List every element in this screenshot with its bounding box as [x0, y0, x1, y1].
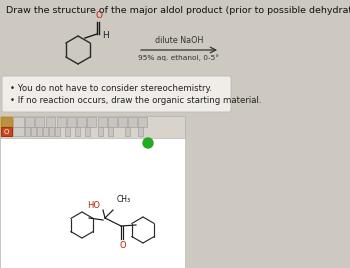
Bar — [77, 117, 86, 127]
Text: CH₃: CH₃ — [117, 195, 131, 204]
Bar — [125, 127, 130, 136]
Bar — [1, 117, 12, 127]
Bar — [75, 127, 80, 136]
Bar — [128, 117, 137, 127]
Bar — [98, 117, 107, 127]
Bar — [87, 117, 96, 127]
Text: HO: HO — [87, 200, 100, 210]
Bar — [67, 117, 76, 127]
Bar — [13, 117, 24, 127]
Bar — [98, 127, 103, 136]
Text: dilute NaOH: dilute NaOH — [155, 36, 203, 45]
Bar — [43, 127, 48, 136]
Bar — [25, 127, 30, 136]
Bar — [108, 127, 113, 136]
Circle shape — [143, 138, 153, 148]
Bar — [1, 127, 12, 136]
Bar — [35, 117, 44, 127]
Bar — [138, 117, 147, 127]
Bar — [108, 117, 117, 127]
Bar — [55, 127, 60, 136]
Bar — [0, 138, 185, 268]
Text: O: O — [96, 11, 103, 20]
Text: • If no reaction occurs, draw the organic starting material.: • If no reaction occurs, draw the organi… — [10, 96, 261, 105]
Bar — [46, 117, 55, 127]
Bar — [49, 127, 54, 136]
Text: • You do not have to consider stereochemistry.: • You do not have to consider stereochem… — [10, 84, 212, 93]
Bar — [25, 117, 34, 127]
Text: 95% aq. ethanol, 0-5°: 95% aq. ethanol, 0-5° — [139, 54, 219, 61]
Bar — [13, 127, 24, 136]
Text: Draw the structure of the major aldol product (prior to possible dehydration) of: Draw the structure of the major aldol pr… — [6, 6, 350, 15]
Text: H: H — [102, 31, 109, 39]
Bar — [138, 127, 143, 136]
Bar — [65, 127, 70, 136]
Bar — [31, 127, 36, 136]
Bar — [85, 127, 90, 136]
Bar — [37, 127, 42, 136]
Text: O: O — [120, 241, 127, 250]
Bar — [118, 117, 127, 127]
Text: O: O — [3, 128, 9, 135]
FancyBboxPatch shape — [2, 76, 231, 112]
Bar — [57, 117, 66, 127]
Bar — [0, 116, 185, 138]
